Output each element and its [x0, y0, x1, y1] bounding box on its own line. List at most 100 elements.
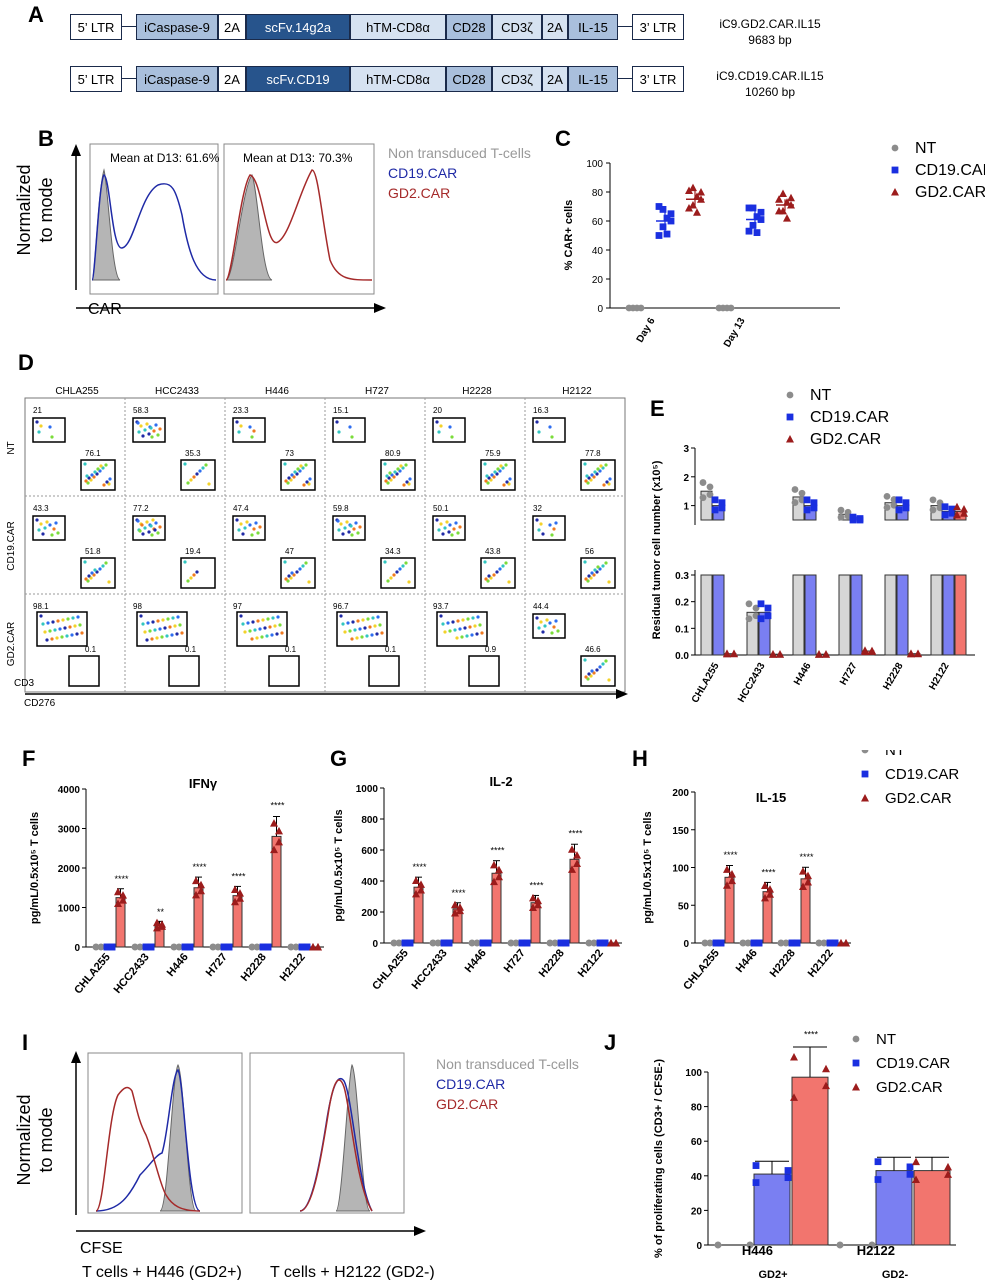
- flow-event-dot: [339, 614, 343, 618]
- legend-label: CD19.CAR: [876, 1055, 950, 1072]
- flow-event-dot: [80, 631, 84, 635]
- panel-h-bar-chart: 0 50 100 150 200 pg/mL/0.5x10⁵ T cells IL-15 CH…: [642, 750, 959, 992]
- gate-lower: [380, 557, 416, 589]
- y-tick-label: 0.1: [675, 624, 689, 635]
- flow-event-dot: [602, 483, 606, 487]
- flow-event-dot: [154, 521, 158, 525]
- flow-event-dot: [473, 624, 477, 628]
- legend-label: NT: [885, 750, 905, 759]
- gate-upper: [232, 515, 266, 541]
- data-point: [108, 943, 116, 951]
- histogram-cd19-curve: [91, 174, 217, 281]
- panel-letter-j: J: [604, 1030, 617, 1055]
- data-point: [803, 496, 811, 504]
- flow-event-dot: [307, 580, 311, 584]
- flow-event-dot: [93, 470, 97, 474]
- gate-upper-value: 47.4: [233, 504, 249, 513]
- construct-segment: 2A: [218, 66, 246, 92]
- gate-upper: [532, 613, 566, 639]
- flow-event-dot: [48, 523, 52, 527]
- construct-segment: iCaspase-9: [136, 66, 218, 92]
- flow-event-dot: [248, 523, 252, 527]
- flow-event-dot: [304, 561, 308, 565]
- data-point: [960, 505, 968, 513]
- y-tick-label: 400: [361, 877, 378, 888]
- flow-event-dot: [301, 466, 305, 470]
- flow-event-dot: [584, 479, 588, 483]
- data-point: [119, 896, 127, 904]
- flow-event-dot: [41, 622, 45, 626]
- flow-event-dot: [37, 528, 41, 532]
- legend-marker: [861, 770, 869, 778]
- bar: [838, 574, 851, 656]
- flow-event-dot: [86, 481, 90, 485]
- flow-event-dot: [552, 527, 556, 531]
- gate-lower: [280, 459, 316, 491]
- data-point: [753, 213, 761, 221]
- flow-event-dot: [63, 626, 67, 630]
- data-point: [764, 604, 772, 612]
- data-point: [225, 943, 233, 951]
- data-point: [788, 939, 796, 947]
- flow-event-dot: [235, 518, 239, 522]
- flow-event-dot: [355, 636, 359, 640]
- data-point: [181, 943, 189, 951]
- flow-event-dot: [499, 464, 503, 468]
- flow-event-dot: [137, 430, 141, 434]
- y-tick-label: 60: [691, 1137, 703, 1148]
- flow-event-dot: [461, 618, 465, 622]
- construct-segment: hTM-CD8α: [350, 66, 446, 92]
- flow-event-dot: [170, 633, 174, 637]
- flow-event-dot: [495, 570, 499, 574]
- flow-event-dot: [480, 631, 484, 635]
- y-tick-label: 0: [74, 943, 80, 954]
- data-point: [906, 1163, 914, 1171]
- flow-event-dot: [435, 420, 439, 424]
- flow-event-dot: [587, 672, 591, 676]
- flow-event-dot: [539, 620, 543, 624]
- data-point: [826, 939, 834, 947]
- gate-upper-value: 97: [233, 602, 242, 611]
- gate-upper: [332, 515, 366, 541]
- significance-label: ****: [568, 829, 583, 839]
- bar: [804, 574, 817, 656]
- y-tick-label: 150: [672, 826, 689, 837]
- flow-event-dot: [361, 618, 365, 622]
- y-tick-label: 100: [586, 159, 603, 170]
- significance-label: ****: [799, 852, 814, 862]
- flow-event-dot: [507, 482, 511, 486]
- flow-event-dot: [252, 429, 256, 433]
- gate-upper: [432, 417, 466, 443]
- flow-event-dot: [298, 469, 302, 473]
- flow-event-dot: [370, 633, 374, 637]
- data-point: [114, 899, 122, 908]
- x-tick-label: H446: [734, 947, 760, 975]
- gate-upper: [32, 515, 66, 541]
- construct-size: 10260 bp: [744, 85, 796, 99]
- data-point: [659, 223, 667, 231]
- data-point: [728, 876, 736, 885]
- flow-event-dot: [286, 579, 290, 583]
- x-tick-label: Day 6: [635, 316, 658, 345]
- gate-upper-value: 21: [33, 406, 42, 415]
- data-point: [712, 939, 720, 947]
- flow-column-label: H446: [265, 386, 289, 397]
- data-point: [718, 504, 726, 512]
- flow-event-dot: [395, 472, 399, 476]
- panel-b-flow-histograms: Normalized to mode Mean at D13: 61.6% Me…: [14, 143, 531, 318]
- legend-label: NT: [915, 140, 937, 157]
- gate-lower: [480, 459, 516, 491]
- data-point: [766, 890, 774, 898]
- chart-title: IFNγ: [189, 776, 218, 791]
- construct-connector: [618, 78, 632, 79]
- gate-upper-value: 50.1: [433, 504, 449, 513]
- data-point: [253, 943, 261, 951]
- data-point: [757, 208, 765, 216]
- panel-b-legend-nt: Non transduced T-cells: [388, 145, 531, 161]
- flow-event-dot: [173, 624, 177, 628]
- flow-event-dot: [401, 466, 405, 470]
- data-point: [292, 943, 300, 951]
- data-point: [270, 845, 278, 854]
- data-point: [468, 939, 476, 947]
- flow-event-dot: [443, 630, 447, 634]
